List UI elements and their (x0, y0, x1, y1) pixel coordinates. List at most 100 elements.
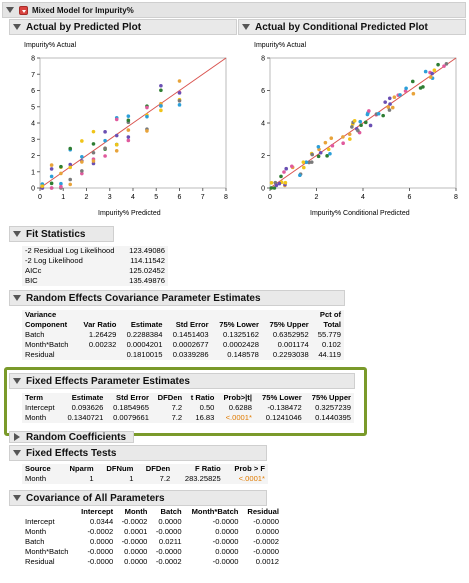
fit-line (269, 57, 457, 189)
data-point (387, 108, 392, 112)
data-point (68, 162, 73, 167)
data-point (80, 171, 84, 176)
table-cell: -0.0002 (87, 527, 114, 536)
data-point (49, 167, 54, 171)
data-point (68, 182, 73, 187)
table-cell: 0.0000 (215, 547, 239, 556)
data-point (430, 71, 434, 76)
table-cell: 0.1340721 (67, 413, 104, 422)
column-header: Estimate (71, 393, 104, 402)
x-tick-label: 5 (154, 194, 158, 201)
data-point (49, 174, 54, 179)
table-cell: 0.0000 (215, 527, 239, 536)
data-point (316, 154, 321, 159)
column-header: Prob>|t| (223, 393, 252, 402)
table-cell: <.0001* (225, 413, 252, 422)
data-point (282, 170, 286, 174)
table-cell: 0.0000 (124, 547, 148, 556)
table-cell: 1 (129, 474, 134, 483)
data-point (80, 139, 84, 143)
table-row: Batch 1.26429 0.2288384 0.1451403 0.1325162 0… (22, 330, 344, 340)
plot2-ylabel: Impurity% Actual (254, 42, 307, 49)
fixed-effects-highlight (4, 367, 367, 436)
fixed-tests-header: Fixed Effects Tests (9, 445, 267, 461)
data-point (356, 128, 360, 133)
fixed-effects-header: Fixed Effects Parameter Estimates (9, 373, 355, 389)
data-point (103, 138, 107, 143)
table-cell: 0.1440395 (315, 413, 351, 422)
column-header: Total (323, 320, 341, 329)
data-point (114, 142, 119, 147)
disclosure-triangle-icon[interactable] (13, 378, 21, 384)
disclosure-triangle-icon[interactable] (13, 24, 21, 30)
disclosure-triangle-icon[interactable] (13, 295, 21, 301)
disclosure-triangle-icon[interactable] (242, 24, 250, 30)
table-cell (76, 350, 119, 360)
data-point (383, 100, 387, 104)
table-row: AICc 125.02452 (22, 266, 168, 276)
data-point (91, 142, 96, 146)
disclosure-triangle-icon[interactable] (13, 231, 21, 237)
table-cell: Month*Batch (25, 340, 69, 349)
table-cell: 0.093626 (71, 403, 104, 412)
data-point (272, 186, 277, 190)
table-cell: 0.0000 (158, 517, 182, 526)
data-point (323, 140, 328, 145)
table-cell: 7.2 (171, 403, 183, 412)
table-row: Month 0.1340721 0.0079661 7.2 16.83 <.0001* 0.… (22, 413, 354, 423)
data-point (298, 173, 302, 178)
data-point (145, 114, 149, 119)
x-tick-label: 3 (108, 194, 112, 201)
table-cell: 16.83 (195, 413, 215, 422)
table-cell: 0.1854965 (113, 403, 149, 412)
column-header: F Ratio (195, 464, 221, 473)
disclosure-triangle-icon[interactable] (14, 433, 20, 441)
column-header: Source (25, 464, 51, 473)
fixed-effects-table: Term Estimate Std Error DFDen t Ratio Prob>|t… (22, 393, 354, 423)
data-point (274, 183, 279, 188)
y-tick-label: 2 (261, 153, 265, 160)
column-header (119, 310, 165, 320)
table-row: Month*Batch 0.00232 0.0004201 0.0002677 0.00… (22, 340, 344, 350)
data-point (91, 129, 96, 134)
column-header: Residual (247, 507, 279, 516)
table-cell: 0.00232 (88, 340, 117, 349)
column-header: Prob > F (234, 464, 265, 473)
data-point (403, 89, 408, 93)
table-cell: 0.0000 (89, 537, 114, 546)
table-row: -2 Residual Log Likelihood 123.49086 (22, 246, 168, 256)
table-cell: 125.02452 (129, 266, 165, 275)
disclosure-triangle-icon[interactable] (13, 450, 21, 456)
red-triangle-menu-icon[interactable] (19, 5, 28, 15)
data-point (59, 164, 63, 169)
random-effects-table: Variance Pct of Component Var Ratio Estimate… (22, 310, 344, 360)
table-cell: -0.0000 (155, 547, 182, 556)
plot2-xlabel: Impurity% Conditional Predicted (310, 210, 410, 217)
data-point (325, 154, 329, 158)
data-point (145, 105, 149, 110)
data-point (428, 75, 433, 79)
disclosure-triangle-icon[interactable] (13, 495, 21, 501)
disclosure-triangle-icon[interactable] (6, 7, 14, 13)
data-point (59, 181, 63, 186)
y-tick-label: 0 (31, 186, 35, 193)
covariance-title: Covariance of All Parameters (26, 492, 165, 504)
column-header: DFDen (145, 464, 171, 473)
table-cell: 0.148578 (227, 350, 259, 359)
data-point (126, 135, 131, 139)
data-point (177, 103, 182, 107)
table-cell: -0.0002 (121, 517, 148, 526)
data-point (277, 181, 282, 186)
table-cell: BIC (25, 276, 38, 285)
data-point (358, 119, 363, 124)
data-point (126, 128, 131, 132)
plot2-header: Actual by Conditional Predicted Plot (238, 19, 466, 35)
table-cell: 0.1325162 (223, 330, 259, 339)
plot1-chart: 00 1 1 2 2 3 3 4 4 5 5 6 6 7 7 8 8 (31, 56, 228, 202)
table-cell: 114.11542 (130, 256, 165, 265)
table-cell: 283.25825 (184, 474, 221, 483)
y-tick-label: 1 (31, 169, 35, 176)
data-point (68, 177, 73, 182)
random-coefficients-title: Random Coefficients (26, 431, 127, 443)
